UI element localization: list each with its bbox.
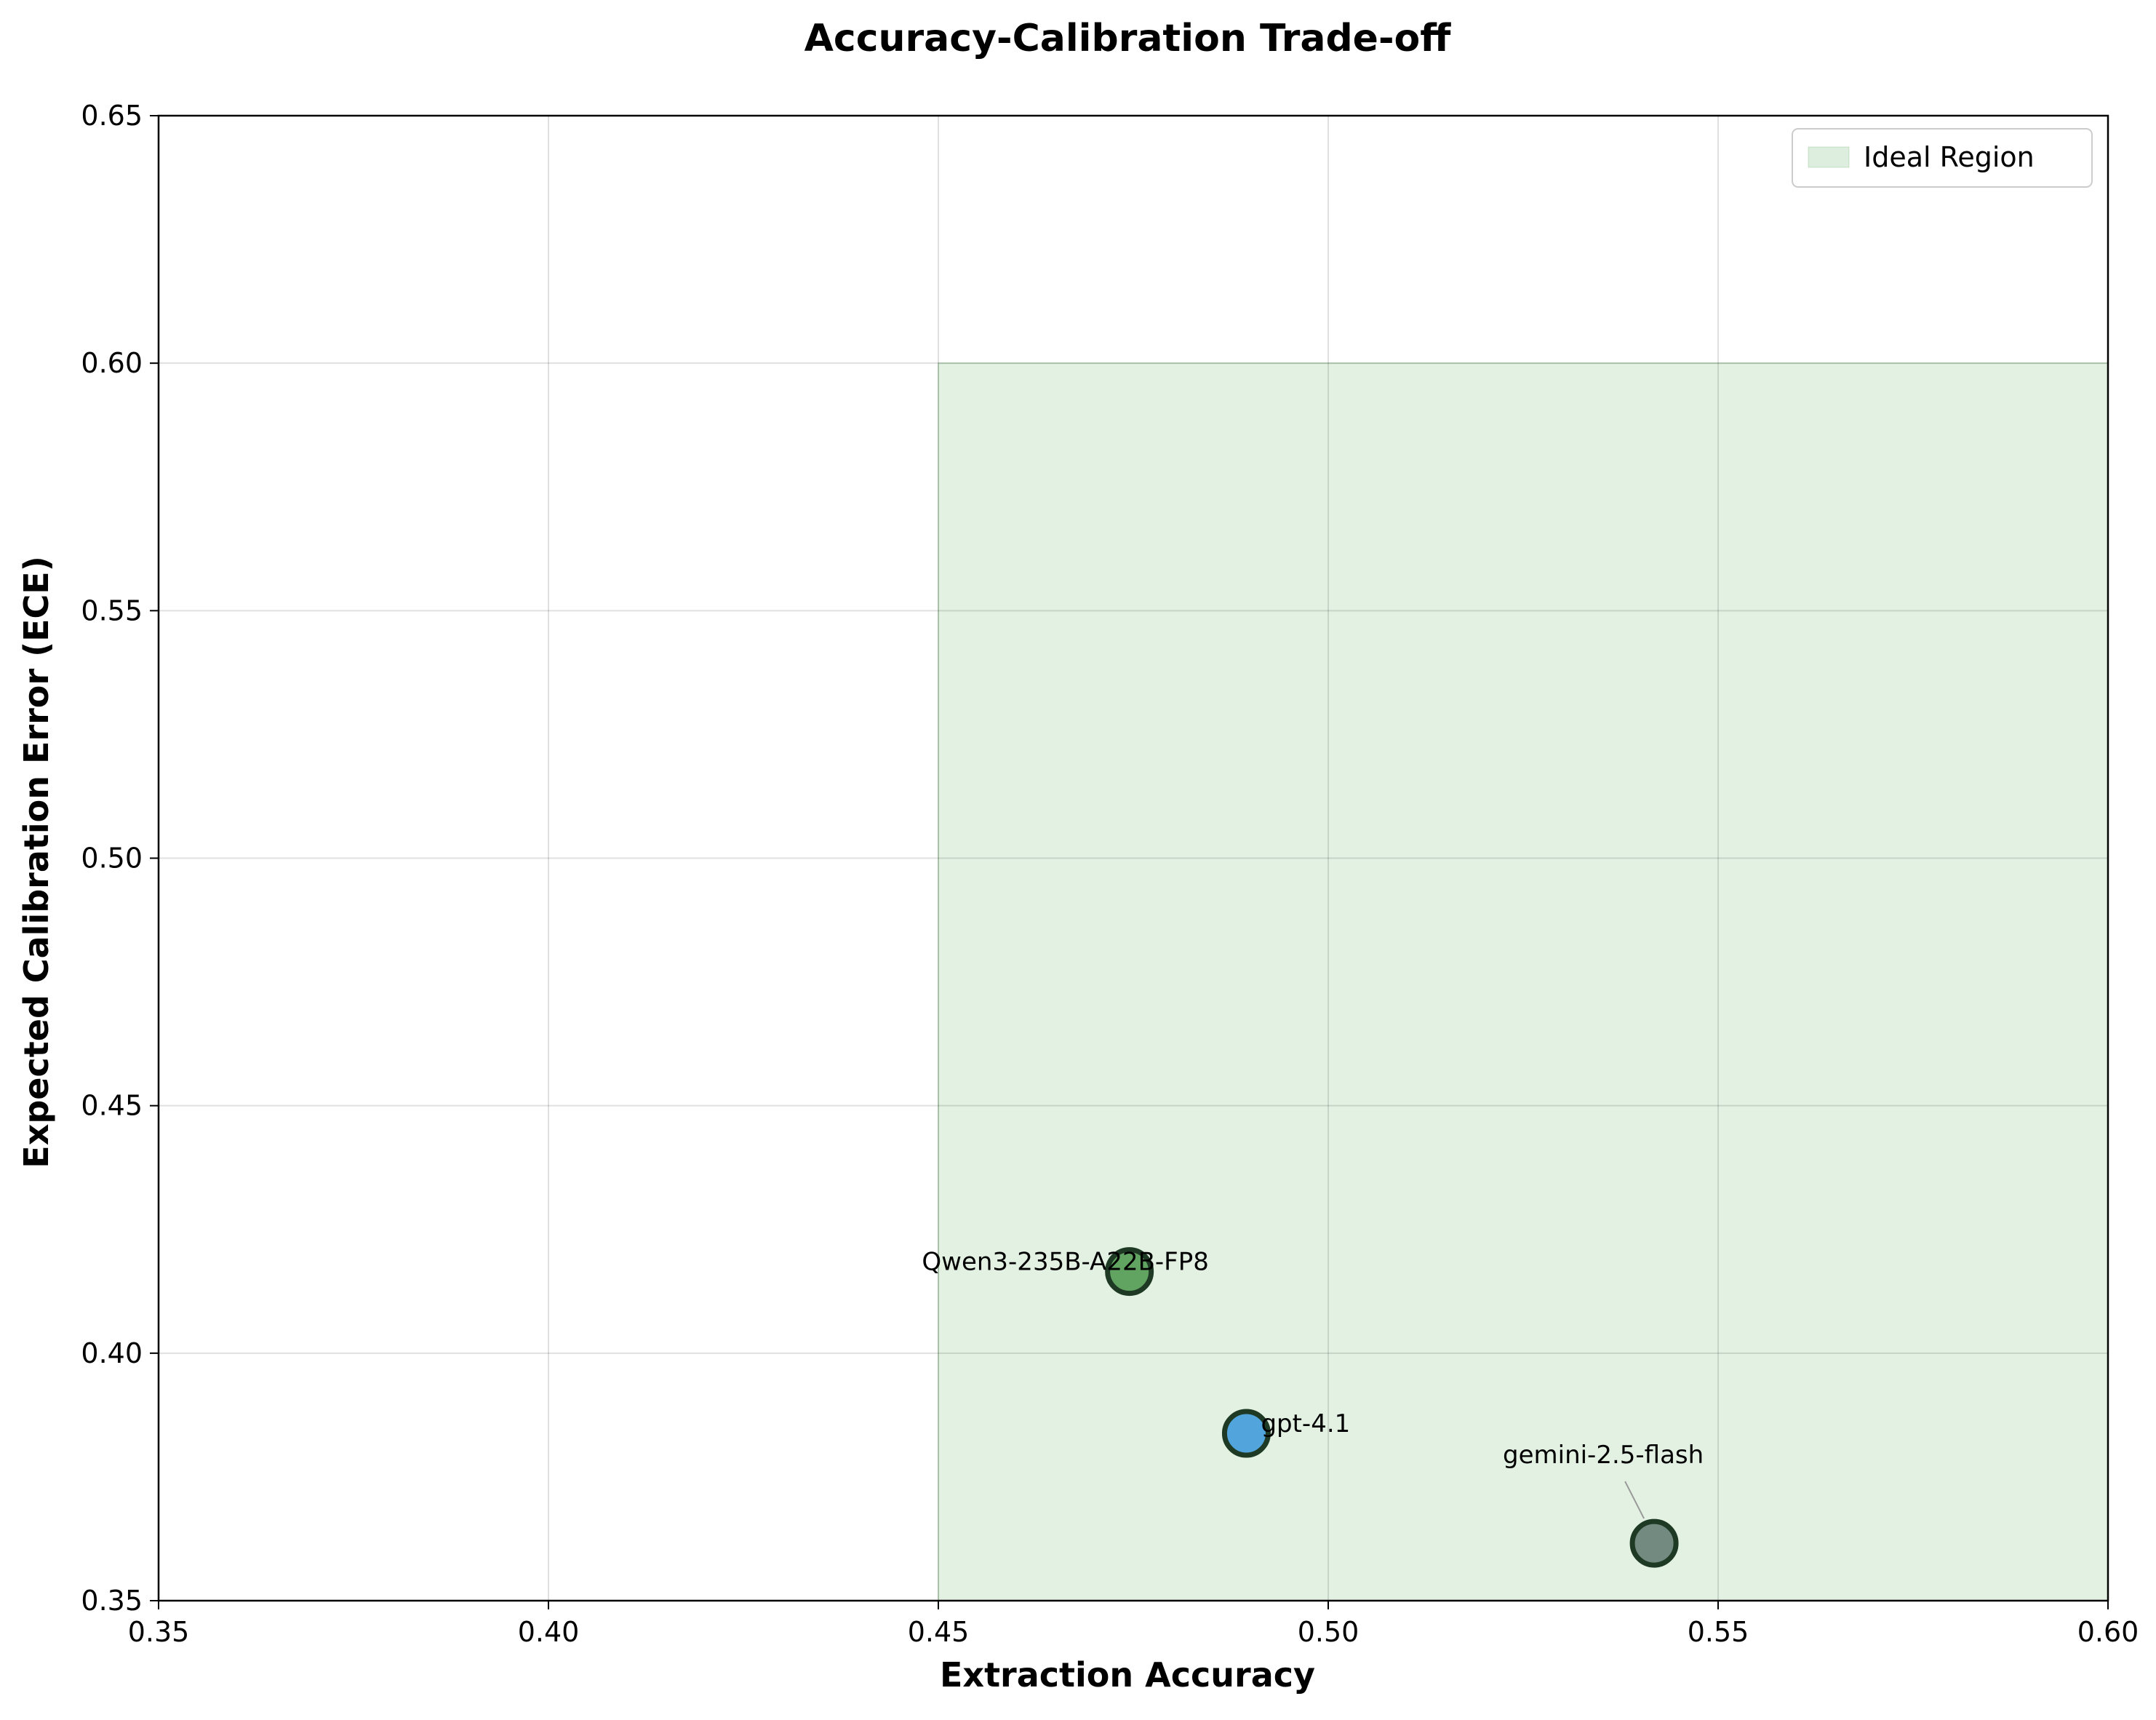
x-tick-label: 0.40 xyxy=(518,1616,580,1648)
ideal-region xyxy=(938,362,2109,1602)
y-tick-label: 0.50 xyxy=(81,843,143,875)
plot-frame xyxy=(157,114,2109,1602)
legend-box xyxy=(1792,128,2093,188)
legend-swatch xyxy=(1808,146,1850,168)
y-tick-label: 0.65 xyxy=(81,100,143,132)
data-point xyxy=(1105,1247,1154,1297)
data-point xyxy=(1629,1518,1679,1568)
legend-label: Ideal Region xyxy=(1864,141,2035,173)
chart-title: Accuracy-Calibration Trade-off xyxy=(804,17,1452,60)
y-tick-label: 0.35 xyxy=(81,1585,143,1617)
y-tick-label: 0.55 xyxy=(81,594,143,626)
x-tick-label: 0.45 xyxy=(908,1616,970,1648)
connector-layer xyxy=(1624,1481,1645,1519)
label-connector xyxy=(1624,1481,1645,1519)
point-label: gemini-2.5-flash xyxy=(1503,1441,1704,1470)
x-axis-label: Extraction Accuracy xyxy=(940,1655,1315,1695)
y-axis-label: Expected Calibration Error (ECE) xyxy=(17,556,56,1168)
legend: Ideal Region xyxy=(1792,128,2093,188)
axes-layer: 0.35 0.40 0.45 0.50 0.55 0.60 0.35 0.40 0.45 0.50… xyxy=(81,100,2139,1648)
point-label: Qwen3-235B-A22B-FP8 xyxy=(922,1248,1209,1277)
ideal-region-layer xyxy=(938,362,2109,1602)
x-tick-label: 0.35 xyxy=(128,1616,190,1648)
x-tick-label: 0.55 xyxy=(1688,1616,1749,1648)
point-labels-layer: Qwen3-235B-A22B-FP8 gpt-4.1 gemini-2.5-fla… xyxy=(922,1248,1704,1470)
points-layer xyxy=(1105,1247,1679,1568)
point-label: gpt-4.1 xyxy=(1261,1409,1350,1438)
y-tick-label: 0.40 xyxy=(81,1337,143,1369)
y-tick-label: 0.45 xyxy=(81,1090,143,1122)
x-tick-label: 0.60 xyxy=(2077,1616,2139,1648)
y-tick-label: 0.60 xyxy=(81,347,143,379)
data-point xyxy=(1221,1409,1271,1458)
x-tick-label: 0.50 xyxy=(1298,1616,1360,1648)
